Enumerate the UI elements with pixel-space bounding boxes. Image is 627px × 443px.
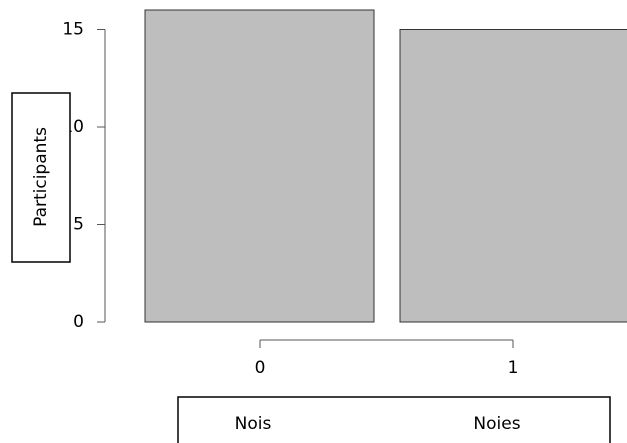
plot-area xyxy=(144,9,627,323)
y-tick-label: 0 xyxy=(73,312,84,332)
y-label-box xyxy=(11,92,71,263)
x-tick-label: 0 xyxy=(255,358,266,378)
bar xyxy=(144,9,375,323)
x-tick-label: 1 xyxy=(508,358,519,378)
y-tick-label: 15 xyxy=(62,20,84,40)
label-box xyxy=(177,396,611,443)
bar xyxy=(399,29,627,323)
y-axis-label: Participants xyxy=(31,127,51,227)
annotation: Nois xyxy=(235,414,272,434)
annotation: Noies xyxy=(473,414,520,434)
y-tick-label: 5 xyxy=(73,215,84,235)
